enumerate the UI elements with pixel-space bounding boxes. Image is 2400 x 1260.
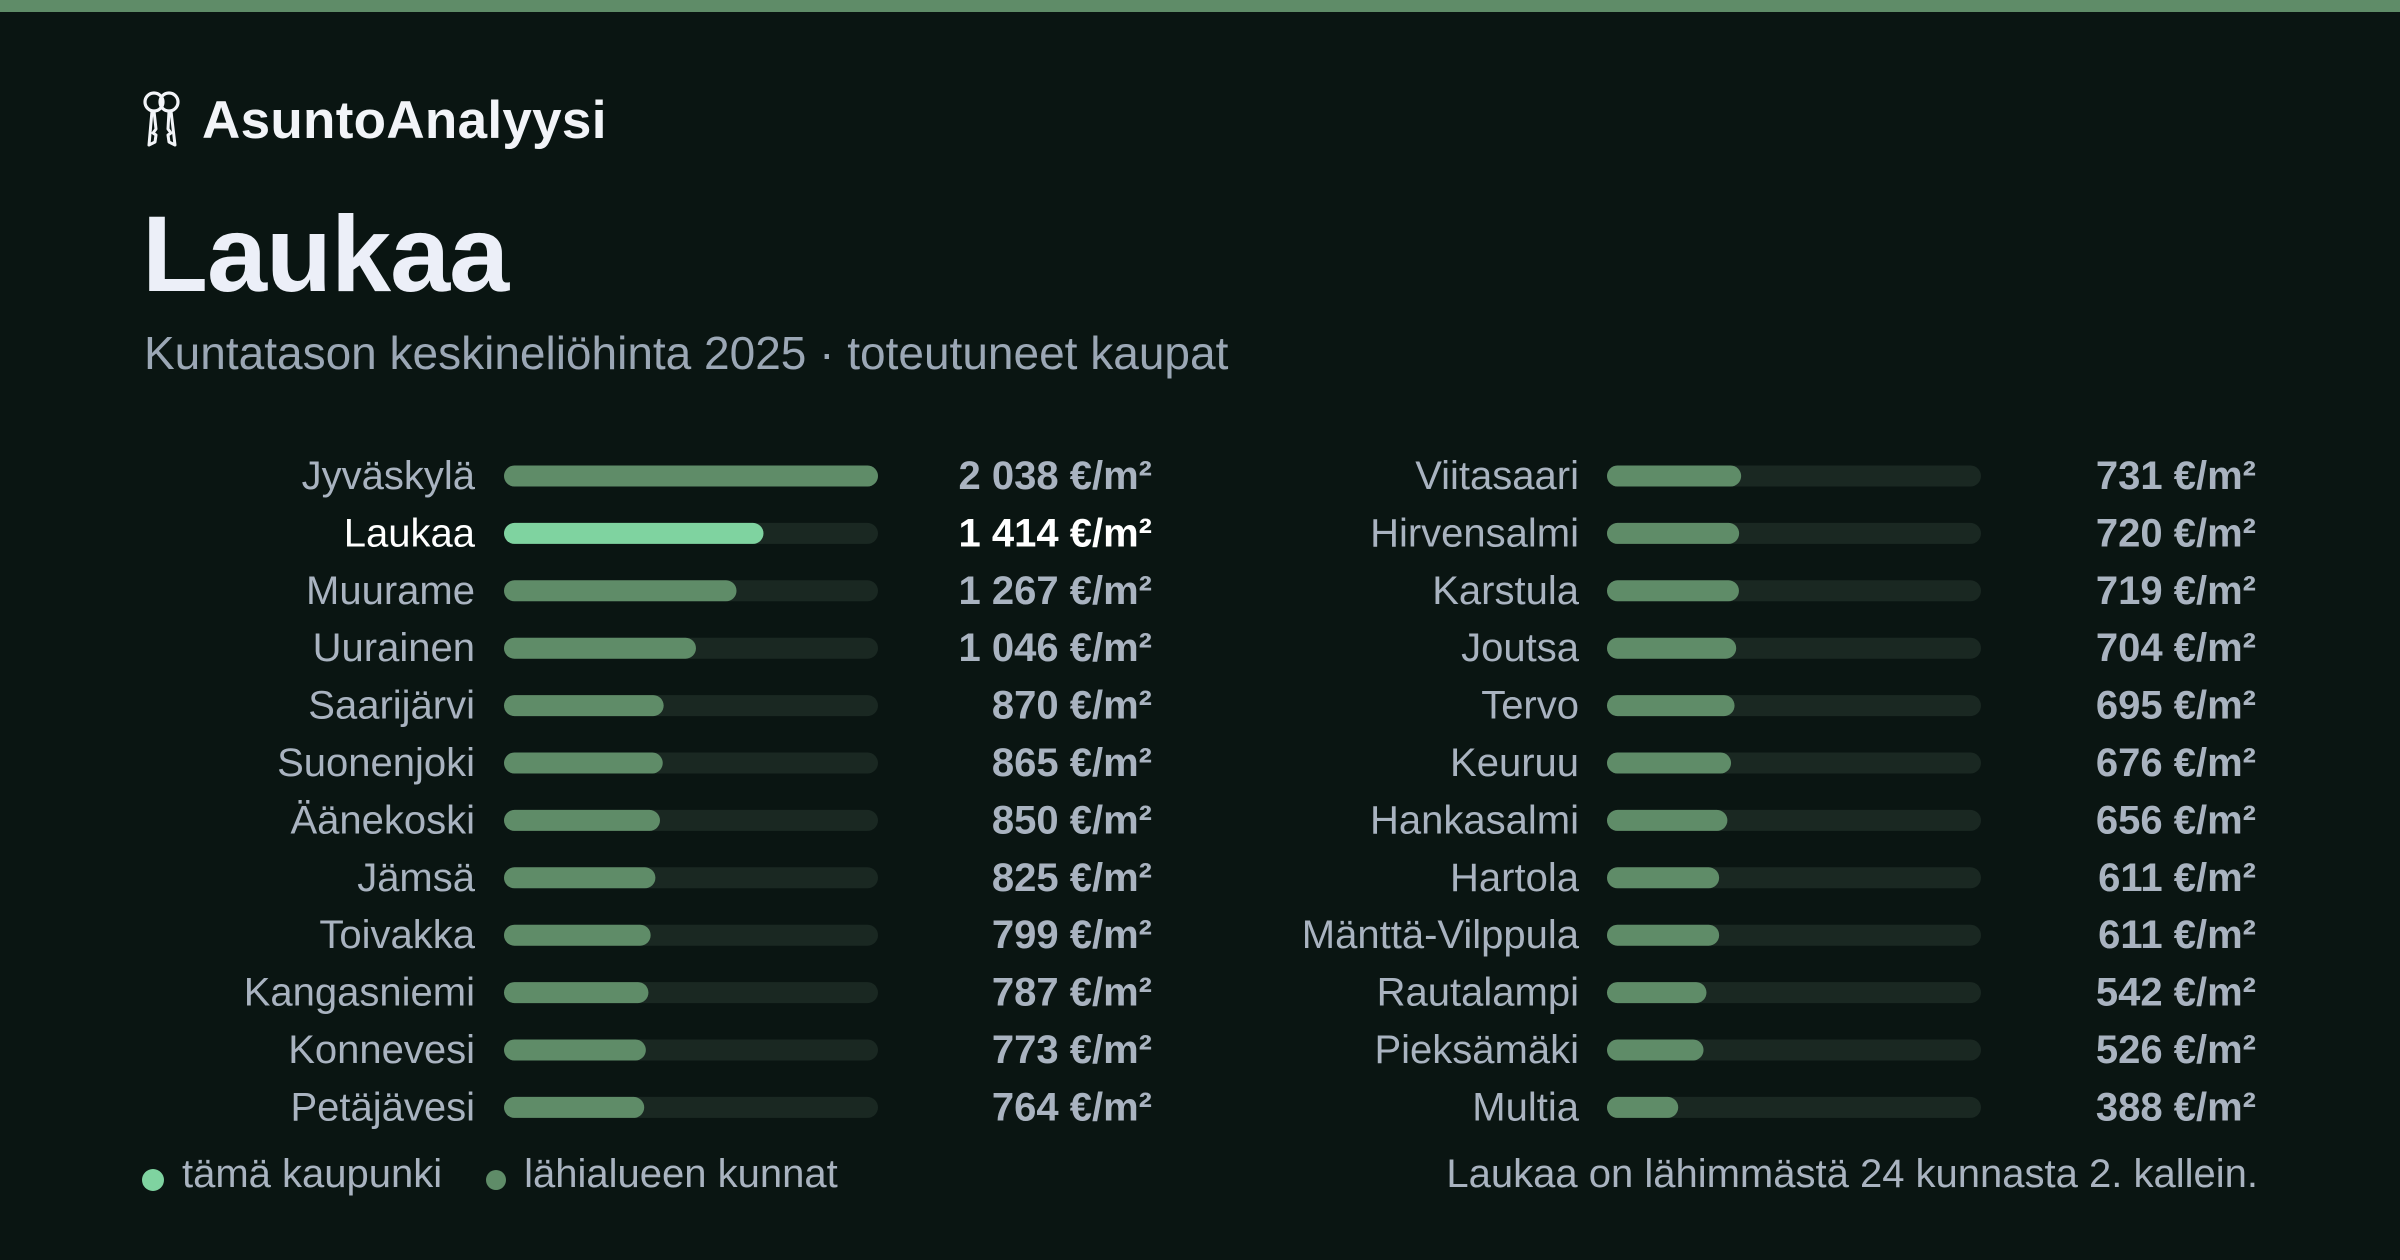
value-label-saarijärvi: 870 €/m² bbox=[992, 684, 1152, 728]
bar-äänekoski bbox=[504, 809, 660, 831]
value-label-äänekoski: 850 €/m² bbox=[992, 798, 1152, 842]
bar-muurame bbox=[504, 580, 737, 602]
legend: tämä kaupunki lähialueen kunnat bbox=[142, 1152, 882, 1197]
bar-label-suonenjoki: Suonenjoki bbox=[277, 741, 475, 785]
bar-label-kangasniemi: Kangasniemi bbox=[244, 971, 475, 1015]
value-label-petäjävesi: 764 €/m² bbox=[992, 1085, 1152, 1129]
brand-name: AsuntoAnalyysi bbox=[202, 90, 607, 150]
bar-toivakka bbox=[504, 924, 651, 946]
value-label-hartola: 611 €/m² bbox=[2098, 856, 2256, 900]
ranking-footnote: Laukaa on lähimmästä 24 kunnasta 2. kall… bbox=[1446, 1152, 2258, 1196]
bar-suonenjoki bbox=[504, 752, 663, 774]
bar-joutsa bbox=[1607, 637, 1737, 659]
bar-label-pieksämäki: Pieksämäki bbox=[1374, 1028, 1579, 1072]
value-label-hirvensalmi: 720 €/m² bbox=[2096, 511, 2256, 555]
bar-kangasniemi bbox=[504, 982, 649, 1004]
legend-dot-icon bbox=[142, 1168, 164, 1191]
bar-uurainen bbox=[504, 637, 696, 659]
bar-label-saarijärvi: Saarijärvi bbox=[308, 684, 475, 728]
bar-rautalampi bbox=[1607, 982, 1707, 1004]
legend-item-this-city: tämä kaupunki bbox=[142, 1152, 442, 1197]
bar-saarijärvi bbox=[504, 695, 664, 717]
bar-mänttä-vilppula bbox=[1607, 924, 1720, 946]
bar-label-rautalampi: Rautalampi bbox=[1377, 971, 1579, 1015]
bar-label-konnevesi: Konnevesi bbox=[288, 1028, 475, 1072]
page-title: Laukaa bbox=[142, 193, 509, 314]
bar-label-viitasaari: Viitasaari bbox=[1415, 454, 1579, 498]
value-label-viitasaari: 731 €/m² bbox=[2096, 454, 2256, 498]
legend-item-nearby: lähialueen kunnat bbox=[486, 1152, 838, 1197]
legend-label: lähialueen kunnat bbox=[524, 1152, 838, 1196]
value-label-keuruu: 676 €/m² bbox=[2096, 741, 2256, 785]
bar-label-mänttä-vilppula: Mänttä-Vilppula bbox=[1302, 913, 1580, 957]
value-label-tervo: 695 €/m² bbox=[2096, 684, 2256, 728]
value-label-rautalampi: 542 €/m² bbox=[2096, 971, 2256, 1015]
bar-label-muurame: Muurame bbox=[306, 569, 475, 613]
bar-petäjävesi bbox=[504, 1096, 645, 1118]
value-label-kangasniemi: 787 €/m² bbox=[992, 971, 1152, 1015]
legend-dot-icon bbox=[486, 1169, 507, 1190]
bar-label-hartola: Hartola bbox=[1450, 856, 1580, 900]
bar-label-multia: Multia bbox=[1472, 1085, 1579, 1129]
legend-label: tämä kaupunki bbox=[182, 1152, 443, 1196]
bar-karstula bbox=[1607, 580, 1739, 602]
bar-label-keuruu: Keuruu bbox=[1450, 741, 1579, 785]
bar-hankasalmi bbox=[1607, 809, 1728, 831]
bar-label-hankasalmi: Hankasalmi bbox=[1370, 798, 1579, 842]
value-label-konnevesi: 773 €/m² bbox=[992, 1028, 1152, 1072]
value-label-jämsä: 825 €/m² bbox=[992, 856, 1152, 900]
value-label-multia: 388 €/m² bbox=[2096, 1085, 2256, 1129]
bar-jämsä bbox=[504, 867, 656, 889]
bar-viitasaari bbox=[1607, 465, 1742, 487]
value-label-hankasalmi: 656 €/m² bbox=[2096, 798, 2256, 842]
bar-pieksämäki bbox=[1607, 1039, 1704, 1061]
value-label-uurainen: 1 046 €/m² bbox=[959, 626, 1152, 670]
bar-label-tervo: Tervo bbox=[1481, 684, 1579, 728]
brand: AsuntoAnalyysi bbox=[140, 88, 607, 152]
value-label-karstula: 719 €/m² bbox=[2096, 569, 2256, 613]
value-label-toivakka: 799 €/m² bbox=[992, 913, 1152, 957]
bar-label-karstula: Karstula bbox=[1432, 569, 1579, 613]
keys-icon bbox=[143, 91, 180, 147]
value-label-muurame: 1 267 €/m² bbox=[959, 569, 1152, 613]
bar-label-äänekoski: Äänekoski bbox=[290, 798, 475, 842]
bar-multia bbox=[1607, 1096, 1679, 1118]
bar-label-uurainen: Uurainen bbox=[313, 626, 475, 670]
bar-label-laukaa: Laukaa bbox=[344, 511, 476, 555]
bar-label-jämsä: Jämsä bbox=[357, 856, 476, 900]
value-label-laukaa: 1 414 €/m² bbox=[959, 511, 1152, 555]
page-subtitle: Kuntatason keskineliöhinta 2025 · toteut… bbox=[144, 327, 1229, 379]
bar-hirvensalmi bbox=[1607, 522, 1740, 544]
top-accent-bar bbox=[0, 0, 2400, 12]
bar-label-joutsa: Joutsa bbox=[1461, 626, 1580, 670]
bar-jyväskylä bbox=[504, 465, 878, 487]
bar-label-hirvensalmi: Hirvensalmi bbox=[1370, 511, 1579, 555]
bar-keuruu bbox=[1607, 752, 1732, 774]
value-label-joutsa: 704 €/m² bbox=[2096, 626, 2256, 670]
bar-label-toivakka: Toivakka bbox=[319, 913, 475, 957]
bar-label-jyväskylä: Jyväskylä bbox=[302, 454, 476, 498]
price-bar-chart: Jyväskylä 2 038 €/m² Laukaa 1 414 €/m² Muura… bbox=[244, 454, 2256, 1129]
bar-label-petäjävesi: Petäjävesi bbox=[290, 1085, 475, 1129]
bar-track bbox=[1607, 1096, 1981, 1118]
value-label-mänttä-vilppula: 611 €/m² bbox=[2098, 913, 2256, 957]
bar-tervo bbox=[1607, 695, 1735, 717]
bar-konnevesi bbox=[504, 1039, 646, 1061]
value-label-pieksämäki: 526 €/m² bbox=[2096, 1028, 2256, 1072]
value-label-suonenjoki: 865 €/m² bbox=[992, 741, 1152, 785]
bar-laukaa bbox=[504, 522, 764, 544]
bar-hartola bbox=[1607, 867, 1720, 889]
value-label-jyväskylä: 2 038 €/m² bbox=[959, 454, 1152, 498]
